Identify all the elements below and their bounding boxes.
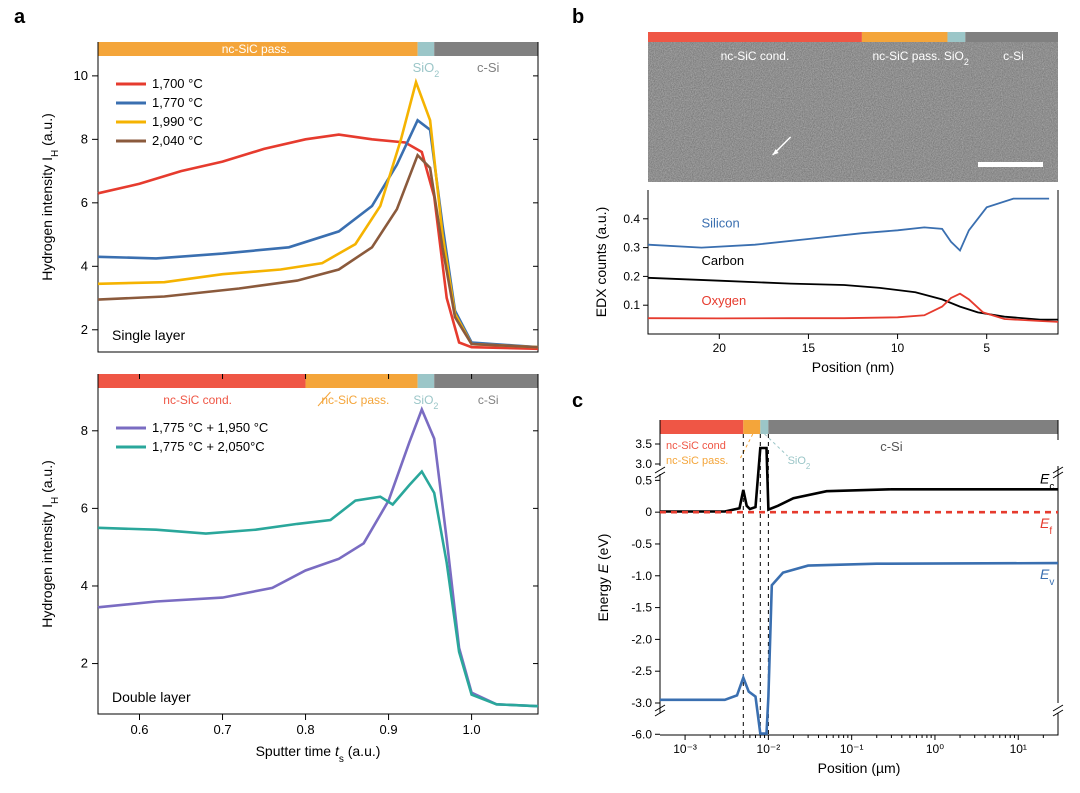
svg-text:Hydrogen intensity IH (a.u.): Hydrogen intensity IH (a.u.) — [39, 460, 61, 628]
svg-text:0.5: 0.5 — [635, 473, 652, 487]
svg-text:6: 6 — [81, 500, 88, 515]
panel-letter-b: b — [572, 6, 584, 29]
svg-text:4: 4 — [81, 578, 88, 593]
svg-text:10: 10 — [891, 341, 905, 355]
svg-text:Double layer: Double layer — [112, 689, 191, 705]
svg-text:c-Si: c-Si — [478, 393, 499, 407]
svg-text:c-Si: c-Si — [477, 60, 500, 75]
svg-text:5: 5 — [983, 341, 990, 355]
svg-text:Energy E (eV): Energy E (eV) — [595, 534, 611, 622]
svg-text:-6.0: -6.0 — [631, 727, 652, 741]
svg-text:-2.5: -2.5 — [631, 664, 652, 678]
svg-text:Silicon: Silicon — [701, 215, 739, 230]
panel-a-bottom-chart: nc-SiC cond. nc-SiC pass. SiO2 c-Si 2 4 6 8 0.6 0… — [30, 364, 550, 774]
svg-text:Oxygen: Oxygen — [701, 293, 746, 308]
svg-text:nc-SiC cond.: nc-SiC cond. — [163, 393, 232, 407]
svg-text:-0.5: -0.5 — [631, 537, 652, 551]
svg-text:0.2: 0.2 — [623, 269, 640, 283]
svg-text:Position (µm): Position (µm) — [818, 760, 901, 776]
svg-text:nc-SiC pass.: nc-SiC pass. — [321, 393, 389, 407]
panel-b: nc-SiC cond.nc-SiC pass.SiO2c-Si0.10.20.… — [588, 14, 1068, 384]
svg-text:1,990 °C: 1,990 °C — [152, 114, 203, 129]
svg-text:Ef: Ef — [1040, 515, 1052, 537]
svg-text:2,040 °C: 2,040 °C — [152, 133, 203, 148]
svg-text:SiO2: SiO2 — [788, 455, 811, 471]
svg-text:SiO2: SiO2 — [413, 393, 438, 411]
svg-text:-2.0: -2.0 — [631, 632, 652, 646]
panel-a-top-chart: nc-SiC pass. SiO2 c-Si 2 4 6 8 10 Hydrogen inten… — [30, 14, 550, 364]
svg-text:Ev: Ev — [1040, 566, 1054, 588]
svg-text:SiO2: SiO2 — [413, 60, 440, 79]
svg-text:1,770 °C: 1,770 °C — [152, 95, 203, 110]
svg-text:2: 2 — [81, 656, 88, 671]
svg-text:10⁻¹: 10⁻¹ — [840, 742, 864, 756]
svg-text:Position (nm): Position (nm) — [812, 359, 894, 375]
svg-text:-3.0: -3.0 — [631, 696, 652, 710]
svg-text:0.6: 0.6 — [130, 722, 148, 737]
svg-text:10¹: 10¹ — [1010, 742, 1027, 756]
svg-text:Single layer: Single layer — [112, 327, 185, 343]
svg-text:0: 0 — [645, 505, 652, 519]
svg-text:nc-SiC cond.: nc-SiC cond. — [721, 49, 790, 63]
svg-text:Hydrogen intensity IH (a.u.): Hydrogen intensity IH (a.u.) — [39, 113, 61, 281]
svg-text:6: 6 — [81, 195, 88, 210]
svg-text:0.7: 0.7 — [213, 722, 231, 737]
svg-text:1,700 °C: 1,700 °C — [152, 76, 203, 91]
svg-text:20: 20 — [713, 341, 727, 355]
svg-text:1,775 °C + 1,950 °C: 1,775 °C + 1,950 °C — [152, 420, 268, 435]
svg-text:0.8: 0.8 — [297, 722, 315, 737]
svg-text:nc-SiC pass.: nc-SiC pass. — [222, 42, 290, 56]
svg-text:10: 10 — [74, 68, 88, 83]
svg-text:0.3: 0.3 — [623, 241, 640, 255]
svg-text:Carbon: Carbon — [701, 253, 744, 268]
svg-text:1,775 °C + 2,050°C: 1,775 °C + 2,050°C — [152, 439, 265, 454]
svg-text:10⁻³: 10⁻³ — [673, 742, 697, 756]
svg-text:nc-SiC pass.: nc-SiC pass. — [872, 49, 940, 63]
svg-text:8: 8 — [81, 423, 88, 438]
panel-c-chart: nc-SiC cond nc-SiC pass. SiO2 c-Si -6.0 -3.0 -… — [588, 400, 1068, 785]
svg-text:0.1: 0.1 — [623, 298, 640, 312]
svg-text:-1.0: -1.0 — [631, 569, 652, 583]
svg-text:15: 15 — [802, 341, 816, 355]
panel-letter-a: a — [14, 6, 25, 29]
svg-text:3.0: 3.0 — [635, 457, 652, 471]
svg-text:-1.5: -1.5 — [631, 601, 652, 615]
svg-text:0.4: 0.4 — [623, 212, 640, 226]
svg-text:Sputter time ts (a.u.): Sputter time ts (a.u.) — [256, 743, 381, 765]
panel-letter-c: c — [572, 390, 583, 413]
svg-text:10⁻²: 10⁻² — [757, 742, 781, 756]
svg-text:10⁰: 10⁰ — [926, 742, 944, 756]
svg-text:nc-SiC pass.: nc-SiC pass. — [666, 455, 728, 467]
svg-text:c-Si: c-Si — [1003, 49, 1024, 63]
svg-text:1.0: 1.0 — [463, 722, 481, 737]
svg-text:nc-SiC cond: nc-SiC cond — [666, 440, 726, 452]
svg-text:2: 2 — [81, 322, 88, 337]
svg-text:4: 4 — [81, 258, 88, 273]
svg-text:0.9: 0.9 — [380, 722, 398, 737]
svg-text:c-Si: c-Si — [880, 439, 903, 454]
svg-text:3.5: 3.5 — [635, 437, 652, 451]
svg-text:EDX counts (a.u.): EDX counts (a.u.) — [593, 207, 609, 318]
svg-text:8: 8 — [81, 131, 88, 146]
